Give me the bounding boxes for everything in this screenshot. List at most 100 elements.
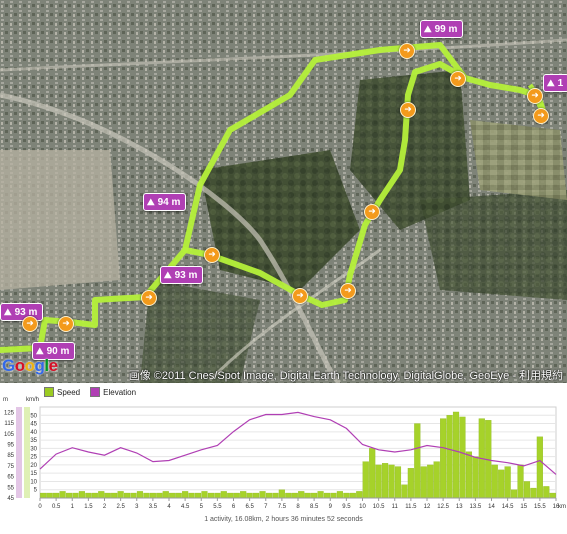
speed-bar	[124, 492, 131, 499]
direction-arrow-icon[interactable]: ➜	[292, 288, 308, 304]
mountain-icon: ⛰	[147, 197, 155, 207]
left-tick-label: 45	[7, 496, 14, 502]
x-tick-label: 10	[359, 504, 366, 510]
legend-speed[interactable]: Speed	[44, 387, 80, 397]
chart-legend: Speed Elevation	[44, 387, 136, 397]
x-tick-label: 2.5	[116, 504, 125, 510]
elevation-badge[interactable]: ⛰ 99 m	[420, 20, 464, 38]
speed-bar	[401, 484, 408, 499]
elevation-swatch	[90, 387, 101, 397]
x-tick-label: 0	[38, 504, 42, 510]
x-tick-label: 11	[392, 504, 399, 510]
speed-bar	[78, 491, 85, 499]
speed-bar	[498, 469, 505, 499]
speed-bar	[465, 451, 472, 499]
speed-bar	[46, 492, 53, 499]
plot-area	[39, 406, 557, 499]
x-tick-label: 13	[456, 504, 463, 510]
elevation-badge[interactable]: ⛰ 93 m	[160, 266, 204, 284]
speed-bar	[343, 492, 350, 499]
x-tick-label: 16	[553, 504, 560, 510]
speed-bar	[388, 464, 395, 499]
direction-arrow-icon[interactable]: ➜	[400, 102, 416, 118]
x-tick-label: 9	[329, 504, 333, 510]
speed-bar	[285, 492, 292, 499]
speed-bar	[182, 491, 189, 499]
satellite-map[interactable]: ⛰ 99 m ⛰ 94 m ⛰ 93 m ⛰ 93 m ⛰ 90 m ⛰ 1 ➜ ➜ ➜ ➜…	[0, 0, 567, 383]
speed-bar	[214, 492, 221, 499]
speed-bar	[440, 418, 447, 499]
left-tick-label: 85	[7, 453, 14, 459]
direction-arrow-icon[interactable]: ➜	[364, 204, 380, 220]
chart-svg: m125115105958575655545km/h50454035302520…	[3, 397, 566, 510]
direction-arrow-icon[interactable]: ➜	[527, 88, 543, 104]
x-tick-label: 8	[296, 504, 300, 510]
elevation-badge[interactable]: ⛰ 1	[543, 74, 567, 92]
direction-arrow-icon[interactable]: ➜	[533, 108, 549, 124]
x-tick-label: 0.5	[52, 504, 61, 510]
x-tick-label: 1.5	[84, 504, 93, 510]
direction-arrow-icon[interactable]: ➜	[340, 283, 356, 299]
speed-bar	[240, 491, 247, 499]
direction-arrow-icon[interactable]: ➜	[141, 290, 157, 306]
speed-bar	[162, 491, 169, 499]
speed-bar	[530, 487, 537, 499]
x-tick-label: 10.5	[373, 504, 385, 510]
speed-bar	[149, 492, 156, 499]
x-tick-label: 14	[488, 504, 495, 510]
elevation-badge[interactable]: ⛰ 94 m	[143, 193, 187, 211]
left-tick-label: 95	[7, 442, 14, 448]
speed-bar	[472, 456, 479, 499]
x-tick-label: 15.5	[534, 504, 546, 510]
left-tick-label: 65	[7, 475, 14, 481]
x-tick-label: 11.5	[405, 504, 417, 510]
elevation-badge[interactable]: ⛰ 93 m	[0, 303, 44, 321]
speed-bar	[356, 491, 363, 499]
right-tick-label: 50	[30, 413, 37, 419]
speed-bar	[446, 415, 453, 499]
map-imagery	[0, 0, 567, 383]
right-axis-unit: km/h	[26, 397, 39, 403]
speed-bar	[459, 416, 466, 499]
x-tick-label: 14.5	[502, 504, 514, 510]
legend-elevation[interactable]: Elevation	[90, 387, 136, 397]
direction-arrow-icon[interactable]: ➜	[22, 316, 38, 332]
speed-bar	[427, 464, 434, 499]
speed-bar	[265, 492, 273, 499]
right-tick-label: 15	[30, 471, 37, 477]
direction-arrow-icon[interactable]: ➜	[399, 43, 415, 59]
direction-arrow-icon[interactable]: ➜	[450, 71, 466, 87]
speed-bar	[369, 448, 376, 499]
x-tick-label: 6	[232, 504, 236, 510]
speed-bar	[72, 492, 79, 499]
left-tick-label: 115	[4, 421, 14, 427]
elevation-scale-bar	[16, 407, 22, 498]
speed-bar	[130, 492, 137, 499]
left-tick-label: 55	[7, 485, 14, 491]
right-tick-label: 40	[30, 430, 37, 436]
mountain-icon: ⛰	[164, 270, 172, 280]
speed-bar	[40, 492, 47, 499]
speed-bar	[227, 492, 234, 499]
x-tick-label: 3	[135, 504, 139, 510]
map-copyright: 画像 ©2011 Cnes/Spot Image, Digital Earth …	[128, 370, 563, 382]
speed-bar	[298, 491, 305, 499]
speed-bar	[349, 492, 356, 499]
speed-bar	[246, 492, 253, 499]
speed-bar	[504, 466, 511, 499]
mountain-icon: ⛰	[547, 78, 555, 88]
direction-arrow-icon[interactable]: ➜	[58, 316, 74, 332]
speed-bar	[156, 492, 163, 499]
speed-bar	[201, 491, 208, 499]
x-tick-label: 4	[167, 504, 171, 510]
speed-bar	[65, 492, 73, 499]
elevation-badge[interactable]: ⛰ 90 m	[32, 342, 76, 360]
speed-bar	[117, 491, 124, 499]
x-tick-label: 12	[424, 504, 431, 510]
speed-bar	[304, 492, 311, 499]
direction-arrow-icon[interactable]: ➜	[204, 247, 220, 263]
x-tick-label: 15	[520, 504, 527, 510]
speed-bar	[375, 464, 382, 499]
x-tick-label: 8.5	[310, 504, 319, 510]
speed-bar	[336, 491, 343, 499]
